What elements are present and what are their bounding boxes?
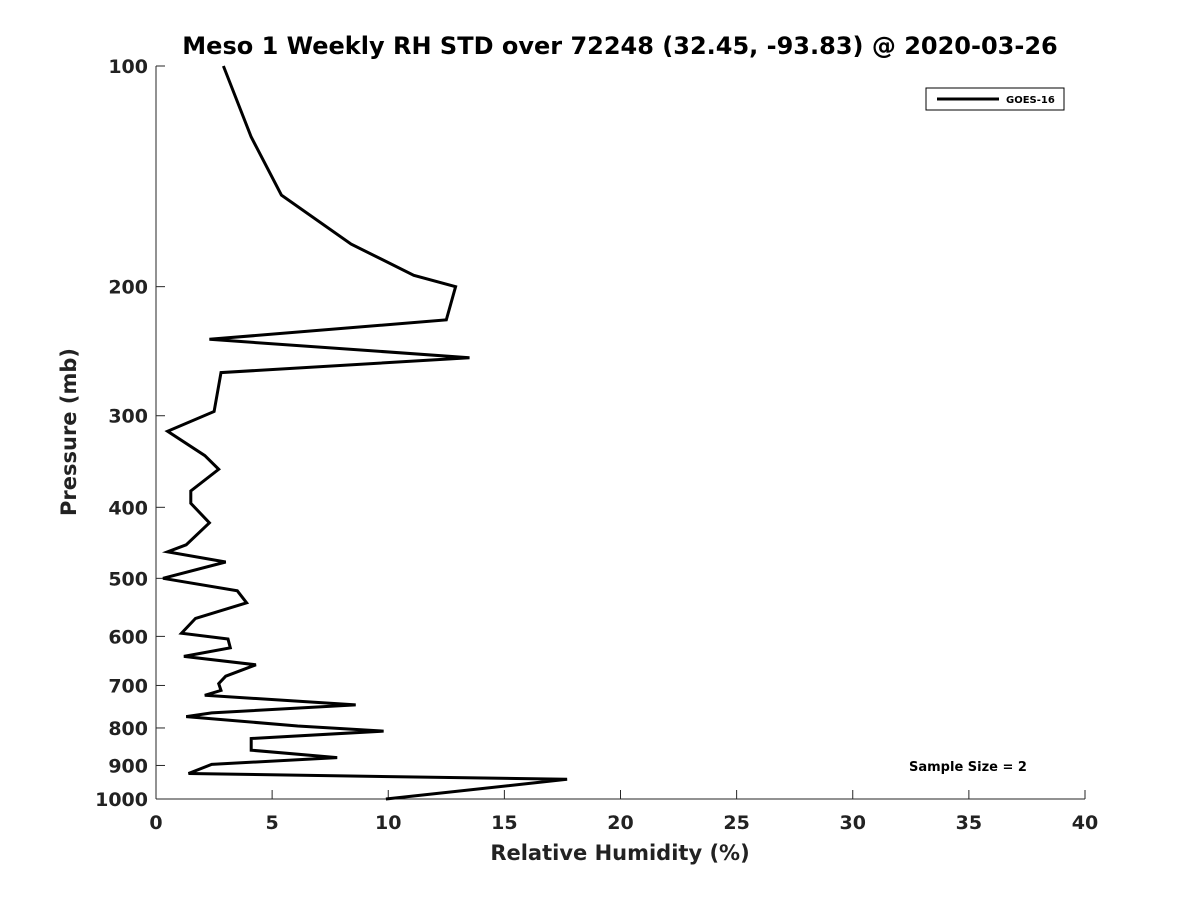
y-tick-label: 300 bbox=[108, 406, 148, 428]
y-tick-label: 900 bbox=[108, 755, 148, 777]
x-tick-label: 10 bbox=[375, 812, 401, 834]
x-tick-label: 25 bbox=[723, 812, 749, 834]
legend[interactable]: GOES-16 bbox=[925, 87, 1065, 111]
y-tick-label: 600 bbox=[108, 626, 148, 648]
x-tick-label: 30 bbox=[840, 812, 866, 834]
x-tick-label: 20 bbox=[607, 812, 633, 834]
y-tick-label: 800 bbox=[108, 718, 148, 740]
y-axis-label: Pressure (mb) bbox=[57, 348, 81, 516]
series-line-goes-16 bbox=[161, 65, 568, 801]
x-ticks: 0 5 10 15 20 25 30 35 40 bbox=[149, 790, 1098, 834]
y-tick-label: 200 bbox=[108, 277, 148, 299]
y-tick-label: 400 bbox=[108, 497, 148, 519]
x-tick-label: 0 bbox=[149, 812, 162, 834]
legend-label: GOES-16 bbox=[1006, 95, 1055, 106]
y-ticks: 100 200 300 400 500 600 700 800 900 1000 bbox=[95, 56, 165, 811]
x-tick-label: 40 bbox=[1072, 812, 1098, 834]
sample-size-annotation: Sample Size = 2 bbox=[909, 760, 1027, 775]
x-tick-label: 35 bbox=[956, 812, 982, 834]
y-tick-label: 1000 bbox=[95, 789, 148, 811]
y-tick-label: 700 bbox=[108, 675, 148, 697]
x-tick-label: 5 bbox=[266, 812, 279, 834]
series-layer bbox=[161, 65, 568, 801]
y-tick-label: 100 bbox=[108, 56, 148, 78]
x-axis-label: Relative Humidity (%) bbox=[490, 841, 749, 865]
x-tick-label: 15 bbox=[491, 812, 517, 834]
y-tick-label: 500 bbox=[108, 568, 148, 590]
chart-title: Meso 1 Weekly RH STD over 72248 (32.45, … bbox=[182, 32, 1057, 60]
